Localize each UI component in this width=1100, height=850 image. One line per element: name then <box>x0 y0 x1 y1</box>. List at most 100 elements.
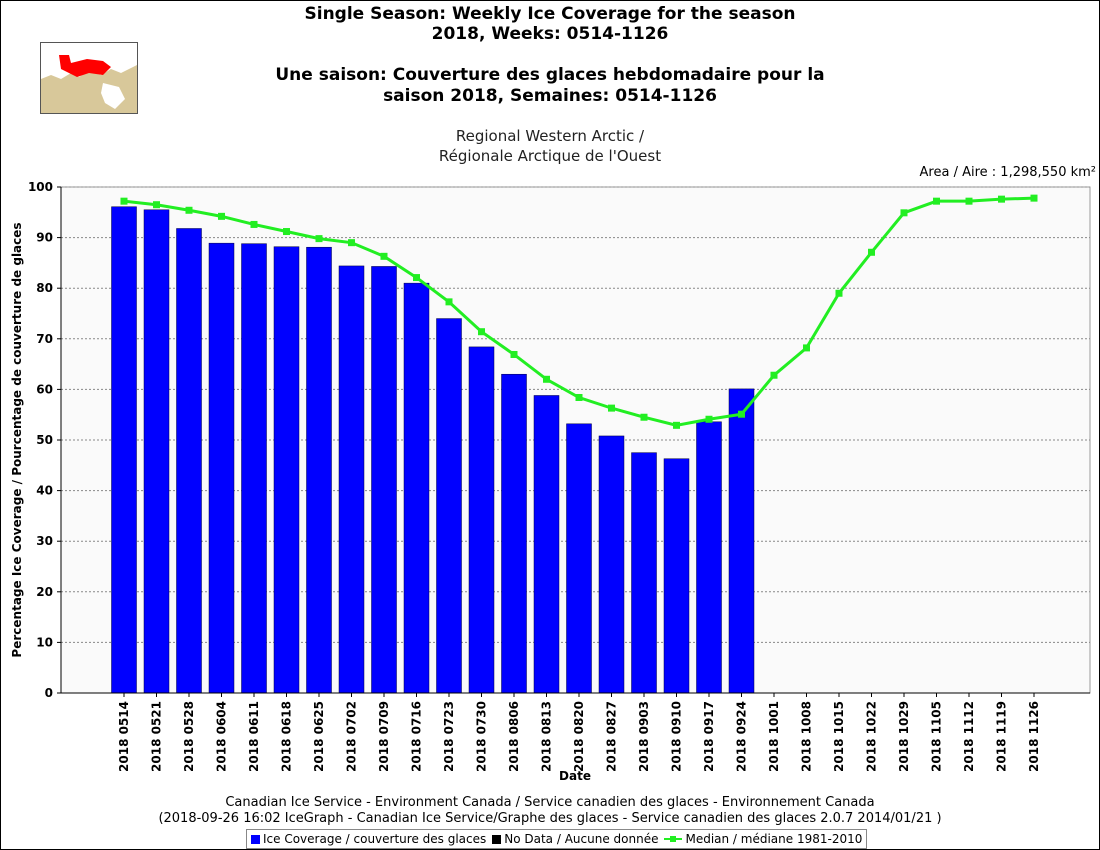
title-en-line1: Single Season: Weekly Ice Coverage for t… <box>304 4 796 24</box>
y-tick-label: 100 <box>28 180 53 194</box>
median-point <box>998 195 1005 203</box>
x-tick-label: 2018 0917 <box>702 701 716 772</box>
bar-series <box>111 206 755 694</box>
legend: Ice Coverage / couverture des glaces No … <box>246 829 868 849</box>
median-point <box>738 410 745 418</box>
bar <box>403 282 430 694</box>
legend-label-median: Median / médiane 1981-2010 <box>685 832 863 846</box>
bar <box>501 373 527 694</box>
bar <box>371 266 397 694</box>
median-point <box>510 350 518 358</box>
title-fr-line2: saison 2018, Semaines: 0514-1126 <box>383 86 717 106</box>
bar <box>143 209 170 694</box>
footer-line2: (2018-09-26 16:02 IceGraph - Canadian Ic… <box>158 811 942 826</box>
legend-swatch-median <box>664 835 683 843</box>
median-point <box>120 197 128 205</box>
x-tick-label: 2018 0625 <box>312 701 326 772</box>
grid-lines <box>61 186 1090 643</box>
x-tick-label: 2018 0910 <box>670 701 684 772</box>
x-tick-label: 2018 1008 <box>800 701 814 772</box>
legend-item-nodata: No Data / Aucune donnée <box>492 830 658 848</box>
x-tick-label: 2018 0806 <box>507 701 521 772</box>
bar <box>176 228 202 694</box>
median-point <box>478 328 485 336</box>
median-point <box>673 421 680 429</box>
median-point <box>218 212 225 220</box>
legend-label-nodata: No Data / Aucune donnée <box>504 832 659 846</box>
map-region-highlight <box>59 55 111 77</box>
legend-swatch-ice <box>251 834 260 844</box>
map-water-bay <box>101 83 125 109</box>
title-en-line2: 2018, Weeks: 0514-1126 <box>431 24 669 44</box>
median-point <box>153 201 160 209</box>
y-tick-label: 90 <box>36 231 53 245</box>
legend-item-median: Median / médiane 1981-2010 <box>664 830 862 848</box>
median-point <box>543 375 550 383</box>
x-tick-label: 2018 0611 <box>247 701 261 772</box>
y-tick-label: 30 <box>36 534 53 548</box>
area-label: Area / Aire : 1,298,550 km² <box>919 165 1096 180</box>
bar <box>208 242 235 694</box>
bar <box>566 423 592 694</box>
x-tick-label: 2018 0716 <box>410 701 424 772</box>
bar <box>533 395 560 694</box>
x-tick-label: 2018 0514 <box>117 701 131 772</box>
x-tick-label: 2018 0723 <box>442 701 456 772</box>
median-point <box>933 197 940 205</box>
y-tick-label: 10 <box>36 635 53 649</box>
x-tick-label: 2018 0528 <box>182 701 196 772</box>
median-point <box>965 197 973 205</box>
median-point <box>868 248 875 256</box>
y-tick-label: 80 <box>36 281 53 295</box>
x-tick-label: 2018 1112 <box>962 701 976 772</box>
median-point <box>770 371 778 379</box>
median-point <box>575 393 583 401</box>
bar <box>338 265 365 694</box>
x-tick-label: 2018 0702 <box>345 701 359 772</box>
y-tick-label: 60 <box>36 382 53 396</box>
region-fr: Régionale Arctique de l'Ouest <box>438 147 662 165</box>
x-tick-label: 2018 0618 <box>280 701 294 772</box>
median-point <box>348 239 355 247</box>
y-axis-label: Percentage Ice Coverage / Pourcentage de… <box>10 222 24 657</box>
median-point <box>283 228 290 236</box>
x-tick-label: 2018 1119 <box>995 701 1009 772</box>
legend-swatch-nodata <box>492 834 502 844</box>
median-point <box>250 220 258 228</box>
bar <box>273 246 300 694</box>
bar <box>306 246 332 694</box>
median-series <box>120 194 1038 429</box>
x-tick-label: 2018 0521 <box>150 701 164 772</box>
median-point <box>640 413 648 421</box>
median-point <box>705 415 713 423</box>
title-fr-line1: Une saison: Couverture des glaces hebdom… <box>275 65 825 85</box>
median-point <box>608 404 615 412</box>
bar <box>111 206 137 694</box>
x-tick-label: 2018 0604 <box>215 701 229 772</box>
bar <box>241 243 267 694</box>
bar <box>436 318 462 694</box>
x-tick-label: 2018 0924 <box>735 701 749 772</box>
x-tick-label: 2018 1029 <box>897 701 911 772</box>
median-point <box>445 298 453 306</box>
median-point <box>1030 194 1038 202</box>
x-tick-label: 2018 1105 <box>930 701 944 772</box>
x-axis-label: Date <box>559 769 591 783</box>
median-point <box>900 209 908 217</box>
region-en: Regional Western Arctic / <box>455 127 645 145</box>
bar <box>631 452 657 694</box>
median-point <box>315 235 323 243</box>
bar <box>663 458 690 694</box>
x-tick-label: 2018 0813 <box>540 701 554 772</box>
x-tick-label: 2018 0903 <box>637 701 651 772</box>
bar <box>468 346 495 694</box>
x-tick-label: 2018 0709 <box>377 701 391 772</box>
bar <box>728 388 755 694</box>
bar <box>598 435 625 694</box>
median-point <box>413 274 420 282</box>
y-tick-label: 0 <box>45 686 53 700</box>
y-tick-label: 50 <box>36 433 53 447</box>
y-tick-label: 70 <box>36 332 53 346</box>
x-axis: 2018 0514 2018 0521 2018 0528 2018 0604 2018… <box>61 692 1090 772</box>
